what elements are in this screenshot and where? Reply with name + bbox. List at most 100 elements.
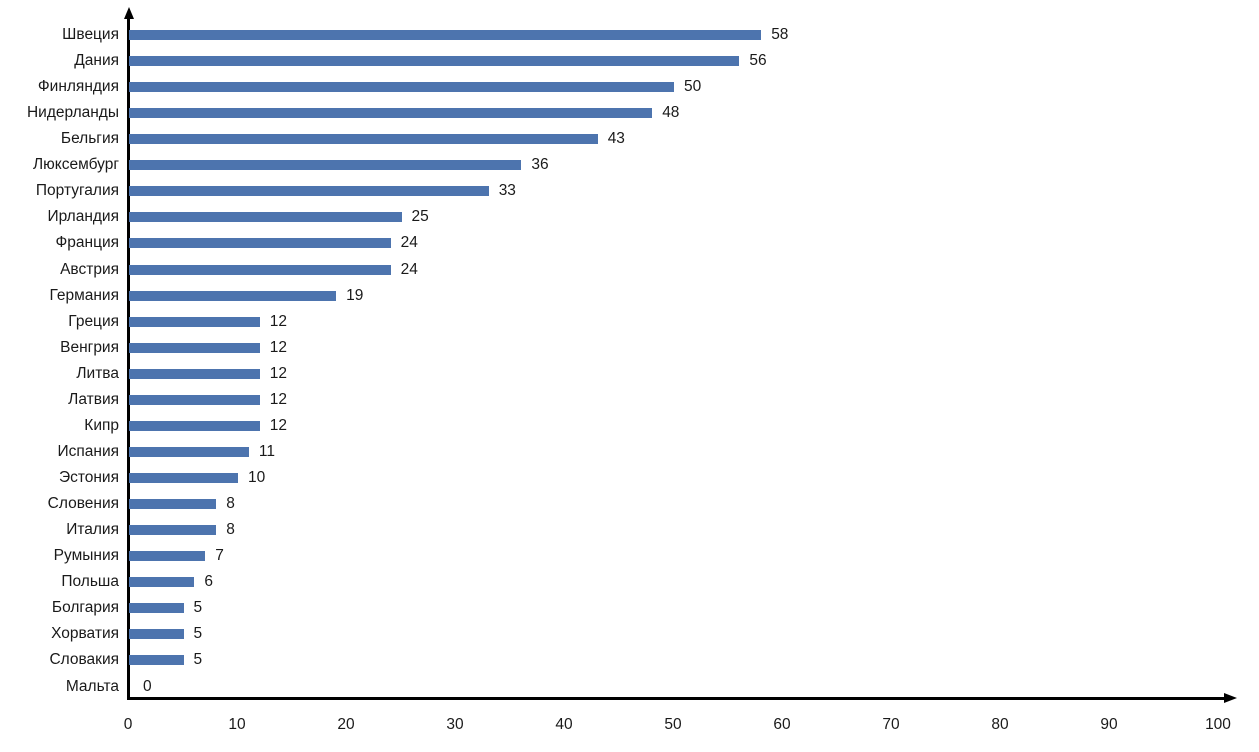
category-label: Литва [76, 364, 119, 382]
value-label: 0 [143, 677, 152, 695]
bar [129, 56, 740, 67]
category-label: Латвия [68, 390, 119, 408]
bar-row: Бельгия 43 [0, 126, 1259, 152]
category-label: Франция [55, 234, 119, 252]
value-label: 7 [215, 547, 224, 565]
bar [129, 446, 249, 457]
category-label: Португалия [35, 182, 119, 200]
category-label: Румыния [53, 547, 119, 565]
value-label: 24 [400, 260, 418, 278]
value-label: 8 [226, 495, 235, 513]
bar [129, 134, 598, 145]
category-label: Словения [47, 495, 119, 513]
bar [129, 264, 391, 275]
x-tick-label: 80 [991, 716, 1009, 733]
bar-row: Греция 12 [0, 309, 1259, 335]
value-label: 12 [269, 338, 288, 356]
value-label: 33 [498, 182, 516, 200]
bar-row: Румыния 7 [0, 543, 1259, 569]
x-tick-label: 70 [882, 716, 900, 733]
bar [129, 160, 522, 171]
x-tick-label: 60 [773, 716, 791, 733]
value-label: 8 [226, 521, 235, 539]
x-tick-label: 20 [337, 716, 355, 733]
value-label: 25 [411, 208, 429, 226]
bar-row: Словения 8 [0, 491, 1259, 517]
bar-row: Дания 56 [0, 48, 1259, 74]
bar-row: Кипр 12 [0, 413, 1259, 439]
x-tick-label: 50 [664, 716, 682, 733]
value-label: 5 [193, 625, 203, 643]
category-label: Венгрия [60, 338, 119, 356]
value-label: 5 [193, 599, 203, 617]
bar [129, 499, 217, 510]
value-label: 58 [771, 26, 789, 43]
category-label: Словакия [49, 651, 119, 669]
x-tick-label: 90 [1100, 716, 1118, 733]
category-label: Кипр [84, 416, 119, 434]
bar [129, 629, 184, 640]
category-label: Бельгия [60, 130, 119, 148]
bar-row: Латвия 12 [0, 387, 1259, 413]
bar-row: Германия 19 [0, 283, 1259, 309]
category-label: Дания [74, 52, 119, 70]
bar-row: Швеция 58 [0, 22, 1259, 48]
bar [129, 186, 489, 197]
value-label: 5 [193, 651, 203, 669]
x-tick-label: 100 [1205, 716, 1231, 733]
bar [129, 655, 184, 666]
bar-row: Люксембург 36 [0, 152, 1259, 178]
bar [129, 108, 653, 119]
bar [129, 316, 260, 327]
value-label: 43 [607, 130, 625, 148]
bar-row: Хорватия 5 [0, 621, 1259, 647]
bar [129, 82, 674, 93]
bar [129, 525, 217, 536]
value-label: 12 [269, 416, 288, 434]
value-label: 24 [400, 234, 418, 252]
y-axis [127, 18, 130, 700]
bar-row: Италия 8 [0, 517, 1259, 543]
bar [129, 551, 206, 562]
x-tick-label: 30 [446, 716, 464, 733]
x-axis [127, 697, 1227, 700]
bar-row: Нидерланды 48 [0, 100, 1259, 126]
bar-row: Словакия 5 [0, 647, 1259, 673]
value-label: 19 [346, 286, 364, 304]
category-label: Болгария [51, 599, 119, 617]
bar-row: Литва 12 [0, 361, 1259, 387]
value-label: 11 [258, 442, 275, 460]
bar-row: Финляндия 50 [0, 74, 1259, 100]
bar-row: Ирландия 25 [0, 204, 1259, 230]
value-label: 36 [531, 156, 549, 174]
bar [129, 342, 260, 353]
bar-row: Мальта 0 [0, 674, 1259, 700]
value-label: 50 [684, 78, 702, 96]
bar [129, 603, 184, 614]
category-label: Швеция [62, 26, 119, 43]
bar-row: Австрия 24 [0, 257, 1259, 283]
bar-row: Франция 24 [0, 230, 1259, 256]
bar-row: Венгрия 12 [0, 335, 1259, 361]
value-label: 48 [662, 104, 680, 122]
value-label: 12 [269, 390, 288, 408]
value-label: 12 [269, 312, 288, 330]
bar-row: Польша 6 [0, 569, 1259, 595]
category-label: Эстония [58, 469, 119, 487]
bar [129, 212, 402, 223]
bar [129, 394, 260, 405]
value-label: 10 [248, 469, 266, 487]
value-label: 6 [204, 573, 214, 591]
x-tick-label: 10 [228, 716, 246, 733]
category-label: Нидерланды [26, 104, 119, 122]
category-label: Италия [66, 521, 119, 539]
x-tick-label: 40 [555, 716, 573, 733]
category-label: Германия [49, 286, 120, 304]
category-label: Австрия [60, 260, 119, 278]
category-label: Люксембург [33, 156, 119, 174]
bar-row: Болгария 5 [0, 595, 1259, 621]
x-tick-label: 0 [123, 716, 133, 733]
category-label: Финляндия [37, 78, 119, 96]
y-axis-arrow-icon [123, 7, 134, 19]
